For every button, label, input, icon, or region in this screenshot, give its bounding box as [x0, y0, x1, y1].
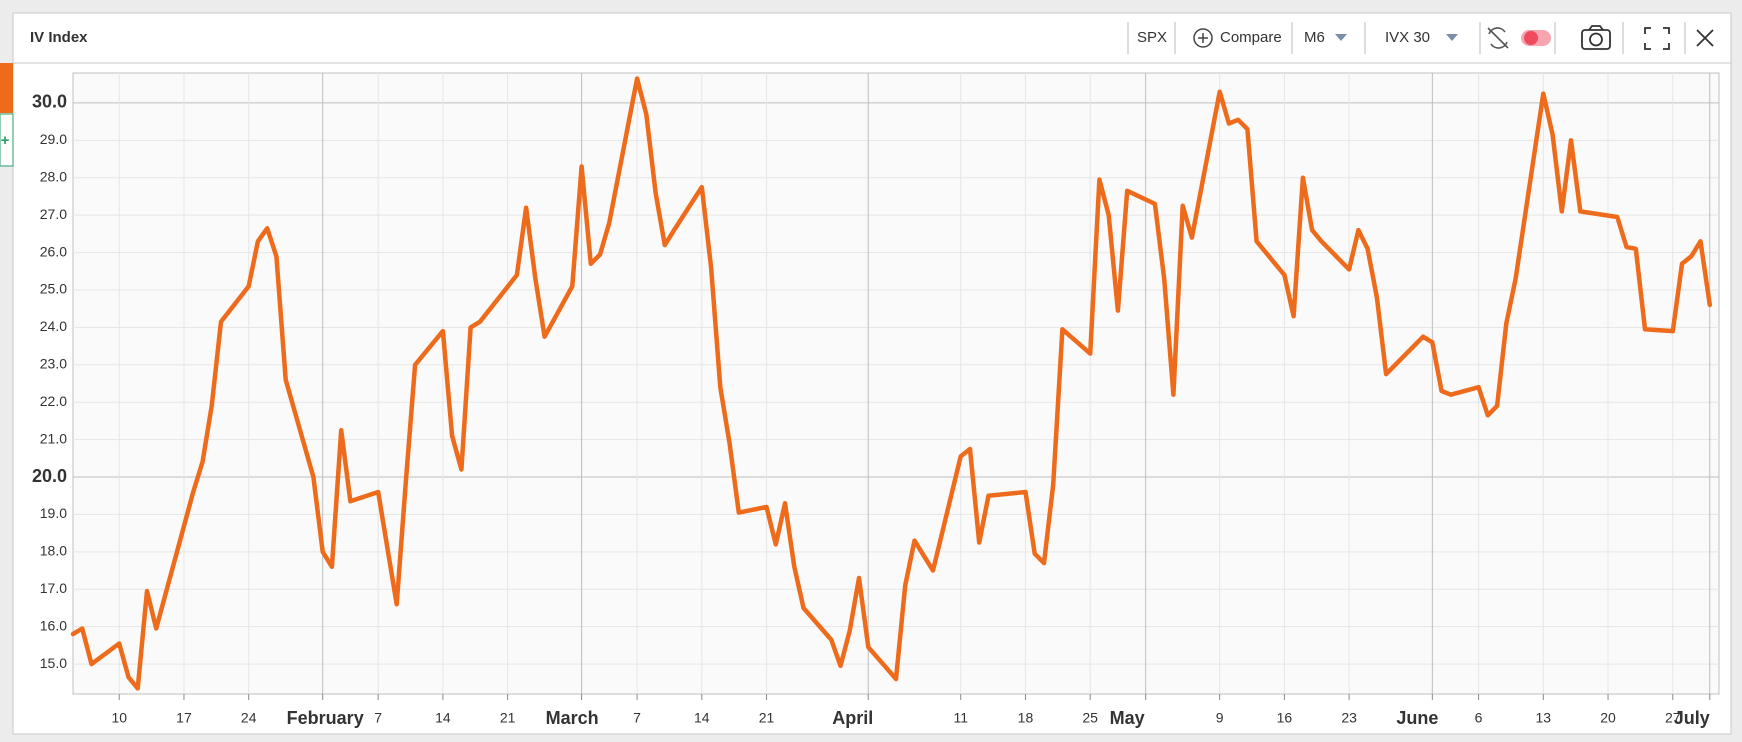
- x-tick-label: 18: [1018, 710, 1034, 726]
- x-tick-label: 24: [241, 710, 257, 726]
- x-tick-label: 23: [1341, 710, 1357, 726]
- y-tick-label: 26.0: [40, 243, 67, 259]
- x-tick-label: 27: [1665, 710, 1681, 726]
- sync-icon[interactable]: [1487, 27, 1509, 49]
- y-tick-label: 15.0: [40, 655, 67, 671]
- x-tick-label: 10: [111, 710, 127, 726]
- x-tick-label: 6: [1475, 710, 1483, 726]
- x-tick-label: June: [1396, 708, 1438, 728]
- y-tick-label: 22.0: [40, 393, 67, 409]
- toolbar: [1127, 22, 1686, 54]
- chart-title: IV Index: [30, 29, 88, 46]
- x-tick-label: 16: [1277, 710, 1293, 726]
- y-tick-label: 17.0: [40, 580, 67, 596]
- camera-icon[interactable]: [1581, 25, 1611, 50]
- x-tick-label: 17: [176, 710, 192, 726]
- x-tick-label: 7: [633, 710, 641, 726]
- side-add-button[interactable]: [0, 113, 14, 167]
- side-add-icon: +: [1, 132, 10, 149]
- x-tick-label: 7: [374, 710, 382, 726]
- measure-select[interactable]: IVX 30: [1385, 29, 1430, 46]
- sync-slash: [1487, 27, 1509, 49]
- period-select[interactable]: M6: [1304, 29, 1325, 46]
- x-tick-label: 25: [1082, 710, 1098, 726]
- x-tick-label: 21: [500, 710, 516, 726]
- plot-area: [72, 72, 1720, 695]
- compare-icon-plus: [1198, 33, 1208, 43]
- x-tick-label: May: [1110, 708, 1145, 728]
- measure-caret: [1446, 34, 1458, 41]
- x-tick-label: 13: [1536, 710, 1552, 726]
- y-tick-label: 28.0: [40, 168, 67, 184]
- marks: [70, 76, 1713, 691]
- x-tick-label: 11: [953, 710, 968, 726]
- x-tick-label: April: [832, 708, 873, 728]
- y-tick-label: 30.0: [32, 92, 67, 112]
- x-tick-label: March: [546, 708, 599, 728]
- y-tick-label: 16.0: [40, 617, 67, 633]
- x-tick-label: July: [1674, 708, 1710, 728]
- x-tick-label: 21: [759, 710, 775, 726]
- y-tick-label: 20.0: [32, 466, 67, 486]
- side-marker: [0, 63, 13, 113]
- camera-body: [1581, 29, 1611, 50]
- y-tick-label: 24.0: [40, 318, 67, 334]
- x-tick-label: 9: [1216, 710, 1224, 726]
- camera-lens: [1589, 32, 1603, 47]
- compare-icon: [1193, 28, 1213, 48]
- y-tick-label: 25.0: [40, 281, 67, 297]
- fullscreen-icon[interactable]: [1644, 27, 1670, 50]
- camera-top: [1588, 25, 1604, 31]
- iv-line: [70, 76, 1713, 691]
- x-tick-label: 14: [435, 710, 451, 726]
- close-icon[interactable]: [1696, 29, 1714, 47]
- period-caret: [1335, 34, 1347, 41]
- x-tick-label: 20: [1600, 710, 1616, 726]
- y-tick-label: 29.0: [40, 131, 67, 147]
- toggle-knob: [1524, 31, 1538, 45]
- y-tick-label: 21.0: [40, 430, 67, 446]
- x-tick-label: February: [287, 708, 364, 728]
- y-tick-label: 19.0: [40, 505, 67, 521]
- y-tick-label: 18.0: [40, 543, 67, 559]
- y-tick-label: 23.0: [40, 355, 67, 371]
- symbol-button[interactable]: SPX: [1137, 29, 1167, 46]
- y-tick-label: 27.0: [40, 206, 67, 222]
- x-tick-label: 14: [694, 710, 710, 726]
- sync-arrows: [1488, 27, 1508, 49]
- compare-button[interactable]: Compare: [1220, 29, 1282, 46]
